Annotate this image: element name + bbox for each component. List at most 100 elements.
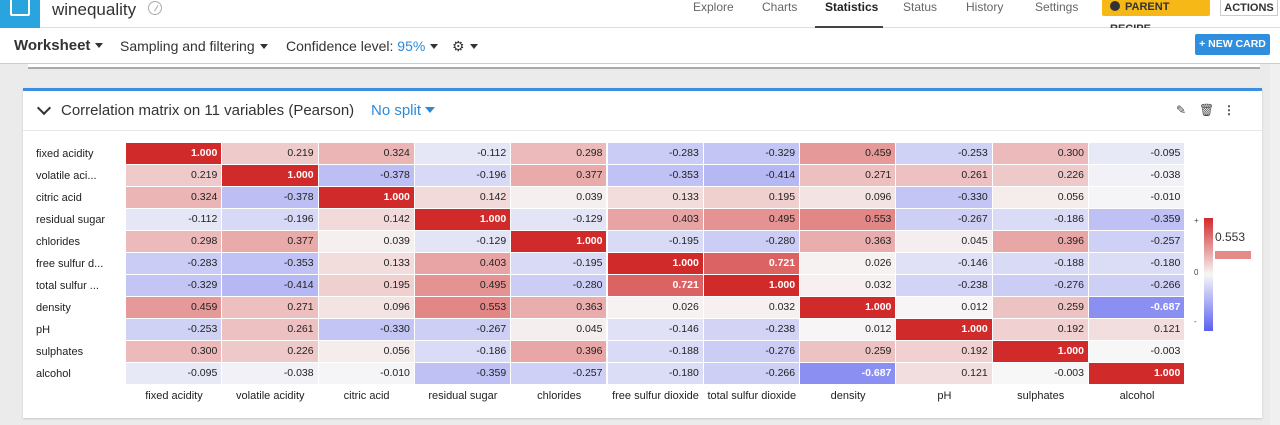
matrix-cell[interactable]: -0.112 (414, 143, 511, 164)
matrix-cell[interactable]: 0.056 (318, 341, 414, 362)
matrix-cell[interactable]: -0.003 (992, 363, 1088, 384)
matrix-cell[interactable]: -0.186 (992, 209, 1088, 230)
matrix-cell[interactable]: 1.000 (1089, 363, 1185, 384)
matrix-cell[interactable]: -0.112 (126, 209, 222, 230)
confidence-menu[interactable]: Confidence level: 95% (286, 38, 439, 54)
matrix-cell[interactable]: 0.133 (318, 253, 414, 274)
matrix-cell[interactable]: -0.378 (222, 187, 318, 208)
matrix-cell[interactable]: -0.253 (126, 319, 222, 340)
matrix-cell[interactable]: 0.495 (414, 275, 511, 296)
matrix-cell[interactable]: -0.196 (414, 165, 511, 186)
matrix-cell[interactable]: 0.026 (607, 297, 703, 318)
matrix-cell[interactable]: 0.403 (414, 253, 511, 274)
matrix-cell[interactable]: 0.195 (318, 275, 414, 296)
matrix-cell[interactable]: -0.010 (1089, 187, 1185, 208)
matrix-cell[interactable]: -0.003 (1089, 341, 1185, 362)
matrix-cell[interactable]: 1.000 (703, 275, 800, 296)
matrix-cell[interactable]: -0.280 (511, 275, 607, 296)
split-select[interactable]: No split (371, 102, 436, 119)
matrix-cell[interactable]: -0.129 (414, 231, 511, 252)
matrix-cell[interactable]: 0.133 (607, 187, 703, 208)
tab-statistics[interactable]: Statistics (815, 0, 883, 28)
matrix-cell[interactable]: 0.553 (800, 209, 896, 230)
matrix-cell[interactable]: 1.000 (896, 319, 992, 340)
matrix-cell[interactable]: -0.276 (992, 275, 1088, 296)
matrix-cell[interactable]: 0.396 (511, 341, 607, 362)
matrix-cell[interactable]: 0.459 (126, 297, 222, 318)
matrix-cell[interactable]: -0.257 (511, 363, 607, 384)
matrix-cell[interactable]: -0.188 (992, 253, 1088, 274)
matrix-cell[interactable]: 0.026 (800, 253, 896, 274)
matrix-cell[interactable]: -0.257 (1089, 231, 1185, 252)
matrix-cell[interactable]: -0.195 (607, 231, 703, 252)
matrix-cell[interactable]: -0.095 (1089, 143, 1185, 164)
matrix-cell[interactable]: 1.000 (222, 165, 318, 186)
matrix-cell[interactable]: 0.096 (318, 297, 414, 318)
tab-charts[interactable]: Charts (762, 0, 798, 14)
matrix-cell[interactable]: 0.459 (800, 143, 896, 164)
matrix-cell[interactable]: -0.188 (607, 341, 703, 362)
tab-history[interactable]: History (966, 0, 1004, 14)
actions-button[interactable]: ACTIONS (1220, 0, 1278, 16)
matrix-cell[interactable]: -0.414 (703, 165, 800, 186)
matrix-cell[interactable]: 0.300 (992, 143, 1088, 164)
matrix-cell[interactable]: 0.226 (222, 341, 318, 362)
matrix-cell[interactable]: 0.298 (511, 143, 607, 164)
matrix-cell[interactable]: 0.121 (896, 363, 992, 384)
matrix-cell[interactable]: -0.180 (1089, 253, 1185, 274)
matrix-cell[interactable]: 0.121 (1089, 319, 1185, 340)
matrix-cell[interactable]: -0.353 (222, 253, 318, 274)
matrix-cell[interactable]: 0.259 (992, 297, 1088, 318)
matrix-cell[interactable]: 0.261 (222, 319, 318, 340)
matrix-cell[interactable]: 0.721 (607, 275, 703, 296)
matrix-cell[interactable]: -0.359 (1089, 209, 1185, 230)
matrix-cell[interactable]: -0.329 (126, 275, 222, 296)
sampling-menu[interactable]: Sampling and filtering (120, 38, 268, 54)
tab-explore[interactable]: Explore (693, 0, 734, 14)
matrix-cell[interactable]: 0.363 (511, 297, 607, 318)
matrix-cell[interactable]: -0.353 (607, 165, 703, 186)
matrix-cell[interactable]: 1.000 (800, 297, 896, 318)
matrix-cell[interactable]: 0.271 (800, 165, 896, 186)
matrix-cell[interactable]: -0.687 (800, 363, 896, 384)
new-card-button[interactable]: + NEW CARD (1195, 34, 1270, 55)
matrix-cell[interactable]: 1.000 (511, 231, 607, 252)
matrix-cell[interactable]: -0.129 (511, 209, 607, 230)
matrix-cell[interactable]: 0.324 (318, 143, 414, 164)
matrix-cell[interactable]: -0.266 (1089, 275, 1185, 296)
matrix-cell[interactable]: 1.000 (607, 253, 703, 274)
matrix-cell[interactable]: -0.330 (896, 187, 992, 208)
matrix-cell[interactable]: 0.363 (800, 231, 896, 252)
trash-icon[interactable]: 🗑 (1199, 103, 1215, 117)
matrix-cell[interactable]: 0.324 (126, 187, 222, 208)
matrix-cell[interactable]: 0.377 (222, 231, 318, 252)
matrix-cell[interactable]: -0.196 (222, 209, 318, 230)
collapse-chevron-icon[interactable] (36, 100, 52, 116)
matrix-cell[interactable]: -0.195 (511, 253, 607, 274)
matrix-cell[interactable]: 0.219 (222, 143, 318, 164)
matrix-cell[interactable]: 0.495 (703, 209, 800, 230)
matrix-cell[interactable]: -0.267 (414, 319, 511, 340)
matrix-cell[interactable]: -0.238 (896, 275, 992, 296)
worksheet-menu[interactable]: Worksheet (14, 37, 104, 54)
matrix-cell[interactable]: 1.000 (318, 187, 414, 208)
matrix-cell[interactable]: -0.330 (318, 319, 414, 340)
matrix-cell[interactable]: -0.414 (222, 275, 318, 296)
matrix-cell[interactable]: 0.300 (126, 341, 222, 362)
matrix-cell[interactable]: 0.259 (800, 341, 896, 362)
tab-settings[interactable]: Settings (1035, 0, 1079, 14)
matrix-cell[interactable]: -0.267 (896, 209, 992, 230)
matrix-cell[interactable]: 0.039 (511, 187, 607, 208)
parent-recipe-button[interactable]: PARENT RECIPE (1102, 0, 1210, 35)
matrix-cell[interactable]: 0.226 (992, 165, 1088, 186)
edit-pencil-icon[interactable]: ✎ (1175, 103, 1187, 117)
matrix-cell[interactable]: 0.195 (703, 187, 800, 208)
matrix-cell[interactable]: -0.276 (703, 341, 800, 362)
matrix-cell[interactable]: 0.045 (511, 319, 607, 340)
matrix-cell[interactable]: 0.271 (222, 297, 318, 318)
matrix-cell[interactable]: -0.359 (414, 363, 511, 384)
matrix-cell[interactable]: 0.298 (126, 231, 222, 252)
matrix-cell[interactable]: -0.280 (703, 231, 800, 252)
matrix-cell[interactable]: 0.261 (896, 165, 992, 186)
scrollbar[interactable] (1270, 64, 1280, 425)
